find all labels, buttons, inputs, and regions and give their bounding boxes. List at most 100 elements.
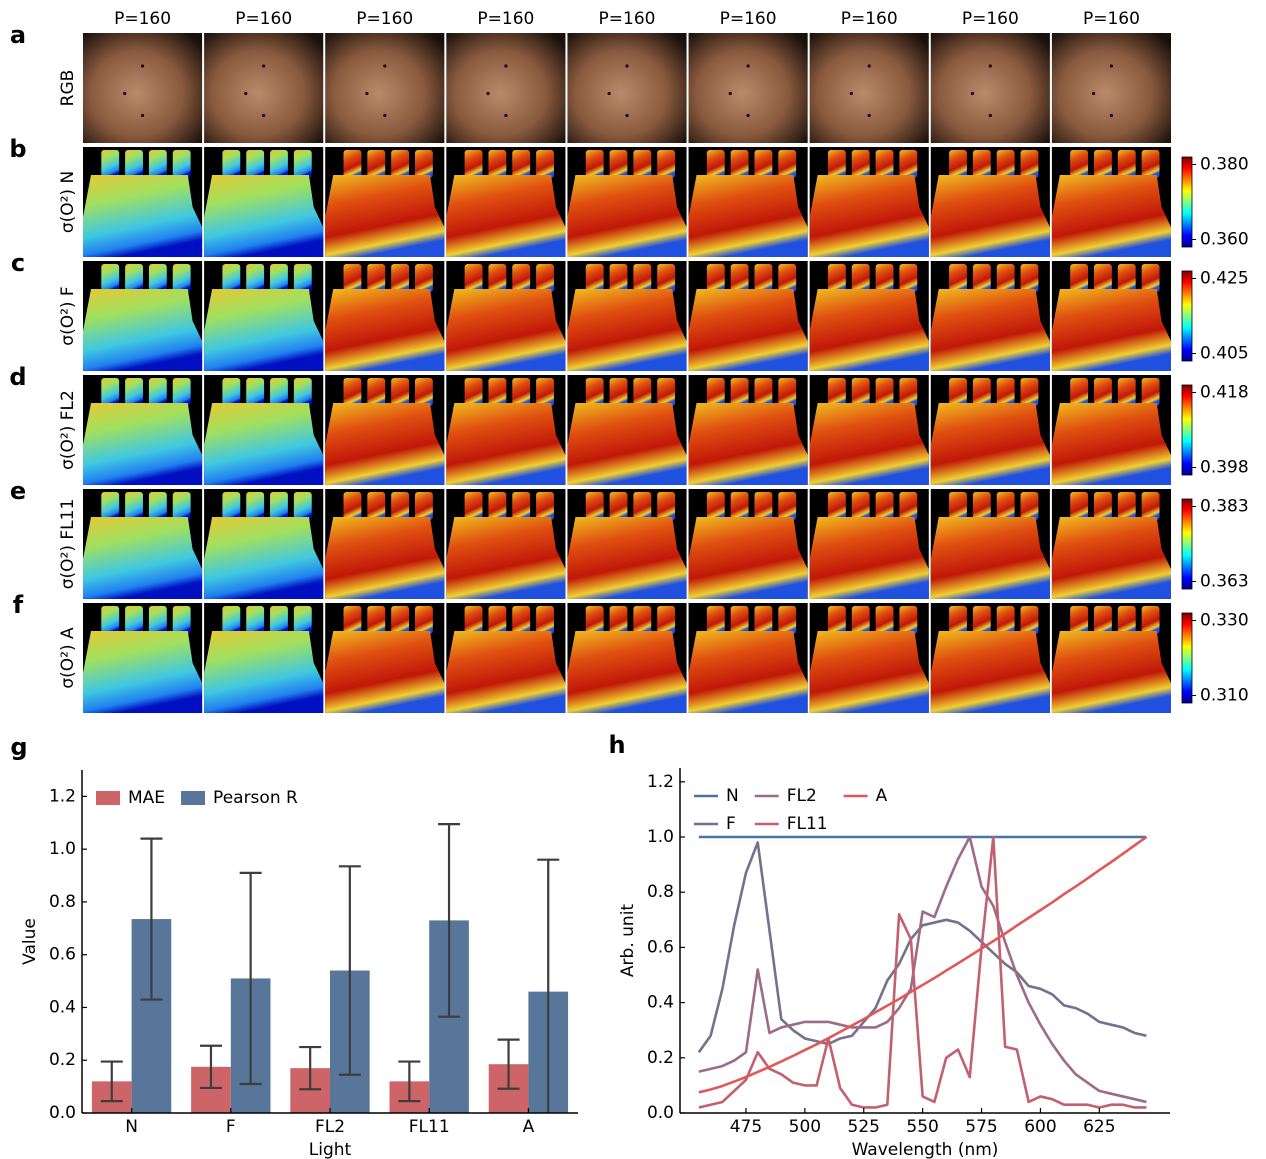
palm [204,517,324,599]
y-tick-label: 1.2 [49,786,76,806]
plot-area [91,822,569,1113]
series-line [697,841,1147,1054]
palm [325,631,445,713]
image [1051,33,1171,143]
finger [464,606,483,634]
row-label: σ(O²) F [58,286,78,345]
finger [585,492,604,520]
finger [222,606,241,634]
finger [949,492,967,520]
finger [414,150,433,178]
finger [875,606,894,634]
legend-label: A [876,786,888,806]
legend-label: FL11 [787,814,828,834]
image-cell [809,489,929,599]
colorbar-tick-label: 0.418 [1200,383,1249,403]
finger [706,264,725,292]
finger [585,606,604,634]
finger [1070,264,1089,292]
finger [827,150,846,178]
colorbar [1181,270,1193,362]
image-dot [123,91,127,96]
finger [996,378,1015,406]
image-cell [809,261,929,371]
finger [851,492,870,520]
y-tick-label: 0.8 [647,882,674,902]
finger [851,150,870,178]
image-dot [988,64,992,68]
plot-area [697,835,1148,1109]
finger [1020,264,1039,292]
error-bar [239,871,262,1086]
finger [949,606,967,634]
y-tick-label: 1.0 [49,839,76,859]
image-cell [325,147,445,257]
palm [688,631,808,713]
finger [754,606,773,634]
finger [101,606,120,634]
image [809,33,929,143]
palm [688,175,808,257]
image-cell [809,147,929,257]
finger [367,264,386,292]
image-cell [688,261,808,371]
finger [633,492,652,520]
finger [1094,264,1112,292]
finger [125,378,143,406]
palm [930,403,1050,485]
image-dot [867,64,871,68]
finger [899,606,918,634]
image-cell [809,375,929,485]
x-axis-label: Light [309,1140,352,1159]
image-cell [446,261,566,371]
finger [754,492,773,520]
x-tick-label: 475 [730,1117,762,1137]
finger [488,492,507,520]
image [567,33,687,143]
colorbar-tick-label: 0.363 [1200,572,1249,592]
image-cell [325,261,445,371]
finger [488,378,507,406]
finger [1117,606,1136,634]
image-cell [567,375,687,485]
palm [204,403,324,485]
finger [391,264,410,292]
image-cell [204,489,324,599]
image-dot [504,113,508,118]
finger [609,378,628,406]
finger [633,378,652,406]
image-dot [970,91,975,96]
x-tick-label: 525 [848,1117,880,1137]
finger [148,264,167,292]
series-line [698,835,1147,1104]
finger [1141,492,1160,520]
palm [446,631,566,713]
finger [1094,378,1112,406]
finger [343,492,362,520]
finger [172,150,191,178]
image-cell [204,33,324,143]
image [204,33,324,143]
error-bar [398,1060,421,1103]
finger [609,492,628,520]
image-dot [486,91,490,96]
palm [325,517,445,599]
finger [633,264,652,292]
finger [148,378,167,406]
x-axis-label: Wavelength (nm) [852,1140,999,1159]
image-cell [930,375,1050,485]
colorbar [1181,384,1193,476]
finger [464,264,483,292]
finger [270,264,288,292]
finger [293,606,312,634]
finger [391,378,410,406]
finger [512,492,531,520]
finger [536,378,554,406]
finger [972,264,991,292]
finger [293,264,312,292]
palm [930,631,1050,713]
finger [778,378,797,406]
error-bar [537,858,560,1113]
finger [827,264,846,292]
finger [125,150,143,178]
